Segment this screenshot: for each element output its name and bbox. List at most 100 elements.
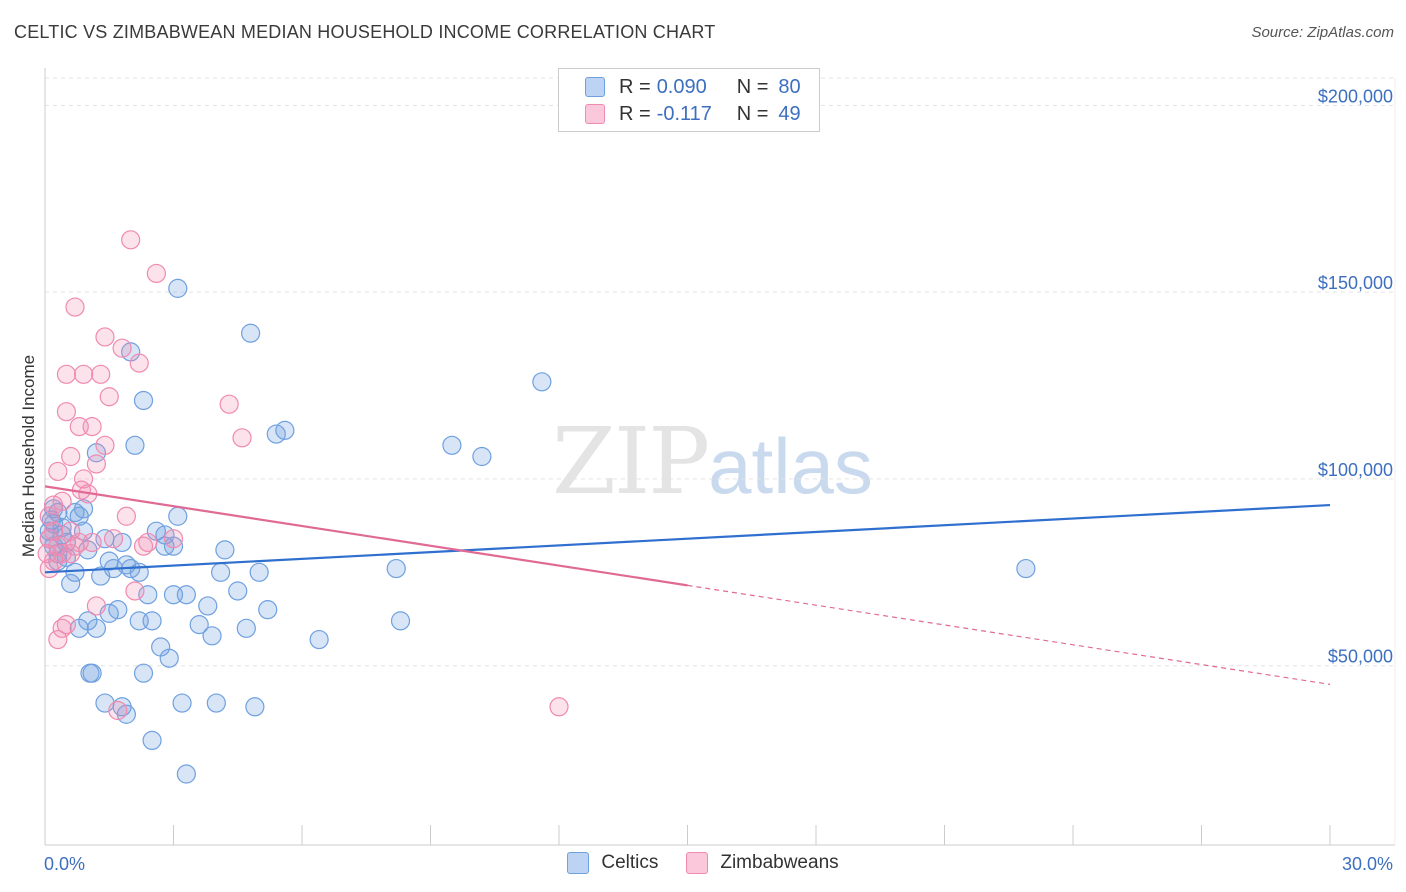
x-tick-labels: 0.0% 30.0% (44, 854, 1393, 874)
celtics-point-72 (386, 558, 406, 579)
celtics-point-62 (215, 540, 235, 560)
zimbabweans-point-43 (146, 263, 166, 284)
trend-lines (44, 485, 1331, 685)
celtics-point-30 (108, 600, 128, 620)
celtics-point-22 (86, 618, 107, 638)
celtics-point-55 (176, 585, 196, 605)
zimbabweans-point-3 (39, 506, 59, 526)
zimbabweans-point-13 (56, 364, 77, 384)
zimbabweans-point-30 (91, 364, 111, 384)
y-tick-label-3: $200,000 (1318, 86, 1393, 106)
zimbabweans-point-38 (121, 230, 141, 250)
y-axis-label: Median Household Income (19, 355, 38, 557)
celtics-point-43 (142, 730, 162, 751)
watermark-zip: ZIP (552, 408, 710, 515)
x-tick-label-0: 0.0% (44, 854, 85, 874)
zimbabweans-point-19 (65, 297, 85, 317)
celtics-point-37 (125, 435, 145, 455)
celtics-point-60 (206, 693, 226, 713)
celtics-point-56 (176, 764, 196, 784)
legend-row-celtics: R = 0.090 N = 80 (585, 74, 801, 100)
celtics-point-17 (73, 499, 94, 519)
zimbabweans-point-14 (56, 402, 77, 422)
series-swatch-celtics (567, 852, 590, 874)
celtics-point-67 (249, 562, 269, 582)
celtics-point-40 (133, 390, 154, 411)
zimbabweans-point-12 (52, 491, 72, 511)
zimbabweans-point-40 (129, 353, 149, 373)
legend-n-label: N = (736, 102, 769, 125)
celtics-trend-line (44, 503, 1331, 574)
series-swatch-zimbabweans (686, 852, 709, 874)
zimbabweans-point-6 (43, 521, 64, 541)
celtics-point-75 (472, 446, 492, 467)
zimbabweans-point-29 (86, 454, 107, 474)
celtics-point-76 (532, 372, 552, 392)
zimbabweans-point-16 (61, 446, 81, 467)
zimbabweans-point-7 (48, 461, 68, 482)
zimbabweans-point-32 (95, 327, 115, 347)
legend-r-value: -0.117 (656, 102, 712, 125)
y-tick-label-1: $100,000 (1318, 460, 1393, 480)
axes (44, 68, 1396, 846)
zimbabweans-point-37 (116, 506, 136, 526)
series-legend-zimbabweans: Zimbabweans (686, 852, 839, 874)
zimbabweans-point-27 (82, 532, 102, 553)
series-label-zimbabweans: Zimbabweans (720, 852, 839, 873)
zimbabweans-point-34 (103, 529, 124, 549)
y-tick-labels: $50,000 $100,000 $150,000 $200,000 (1318, 86, 1393, 666)
zimbabweans-trend-line-solid (44, 485, 688, 587)
zimbabweans-point-39 (125, 581, 145, 601)
zimbabweans-point-42 (138, 532, 158, 553)
celtics-point-63 (228, 581, 248, 601)
zimbabweans-point-23 (73, 364, 94, 384)
legend-r-label: R = (619, 75, 651, 98)
watermark: ZIPatlas (552, 408, 873, 515)
zimbabweans-point-44 (163, 529, 184, 549)
celtics-point-59 (202, 626, 222, 646)
zimbabweans-point-0 (37, 544, 57, 564)
celtics-point-58 (198, 596, 218, 616)
legend-r-label: R = (619, 102, 651, 125)
celtics-point-74 (442, 435, 462, 455)
legend-swatch-zimbabweans (585, 104, 605, 124)
celtics-point-73 (390, 611, 411, 631)
legend-swatch-celtics (585, 77, 605, 97)
celtics-point-49 (159, 648, 179, 668)
celtics-points (39, 278, 1036, 784)
correlation-legend: R = 0.090 N = 80 R = -0.117 N = 49 (558, 68, 820, 132)
celtics-point-79 (80, 663, 100, 683)
celtics-point-70 (275, 420, 295, 440)
zimbabweans-trend-line-dashed (687, 584, 1331, 685)
zimbabweans-point-33 (99, 387, 119, 407)
series-label-celtics: Celtics (601, 852, 659, 873)
zimbabweans-point-26 (82, 417, 102, 437)
zimbabweans-point-31 (95, 435, 115, 455)
celtics-point-52 (168, 506, 188, 526)
y-tick-label-2: $150,000 (1318, 273, 1393, 293)
zimbabweans-points (37, 230, 569, 721)
series-legend: Celtics Zimbabweans (0, 852, 1406, 874)
celtics-point-57 (189, 615, 209, 635)
celtics-point-53 (168, 278, 188, 298)
zimbabweans-point-35 (108, 700, 128, 721)
celtics-point-51 (163, 536, 184, 556)
grid-lines (45, 77, 1395, 667)
legend-row-zimbabweans: R = -0.117 N = 49 (585, 101, 801, 127)
celtics-point-61 (211, 562, 231, 582)
celtics-point-77 (1016, 558, 1036, 579)
celtics-point-44 (142, 611, 162, 631)
legend-r-value: 0.090 (656, 75, 707, 98)
zimbabweans-point-47 (549, 697, 569, 717)
celtics-point-12 (61, 573, 81, 594)
zimbabweans-point-36 (112, 338, 132, 358)
celtics-point-14 (65, 562, 85, 582)
watermark-atlas: atlas (708, 422, 873, 510)
legend-n-value: 49 (778, 102, 801, 125)
zimbabweans-point-46 (232, 428, 252, 448)
zimbabweans-point-45 (219, 394, 239, 414)
celtics-point-66 (245, 697, 265, 717)
zimbabweans-point-28 (86, 596, 107, 616)
legend-n-value: 80 (778, 75, 801, 98)
